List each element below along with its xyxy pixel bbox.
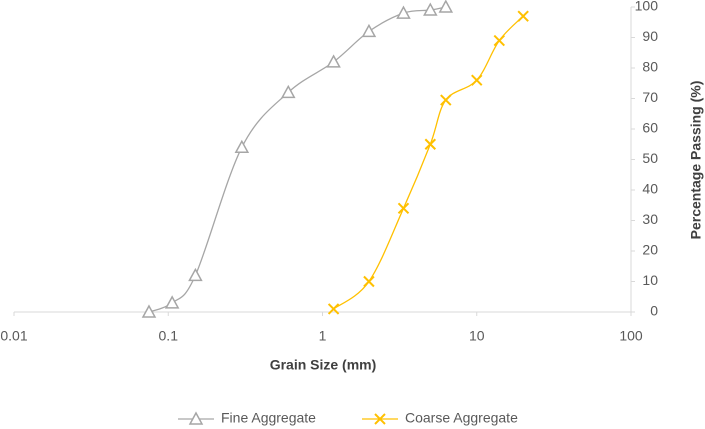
y-tick-label: 80 bbox=[642, 59, 658, 75]
marker bbox=[281, 84, 296, 99]
y-tick-label: 10 bbox=[642, 272, 658, 288]
y-tick-label: 70 bbox=[642, 89, 658, 105]
marker bbox=[396, 5, 411, 19]
y-tick-label: 20 bbox=[642, 242, 658, 258]
marker bbox=[438, 0, 454, 13]
y-tick-label: 40 bbox=[642, 181, 658, 197]
marker bbox=[141, 304, 157, 318]
marker bbox=[361, 23, 377, 38]
marker bbox=[440, 94, 452, 106]
marker bbox=[471, 74, 483, 86]
y-axis-title: Percentage Passing (%) bbox=[688, 81, 704, 240]
marker bbox=[424, 138, 437, 150]
x-tick-label: 0.01 bbox=[0, 328, 27, 344]
x-tick-label: 0.1 bbox=[159, 328, 179, 344]
marker bbox=[397, 202, 410, 215]
marker bbox=[423, 2, 438, 16]
x-tick-label: 10 bbox=[469, 328, 485, 344]
legend-marker bbox=[188, 411, 204, 425]
x-tick-label: 100 bbox=[619, 328, 643, 344]
marker bbox=[517, 10, 529, 22]
marker bbox=[188, 267, 203, 282]
marker bbox=[164, 295, 180, 309]
y-tick-label: 90 bbox=[642, 28, 658, 44]
marker bbox=[327, 303, 340, 315]
marker bbox=[326, 54, 341, 68]
marker bbox=[234, 139, 250, 154]
legend-label: Fine Aggregate bbox=[221, 410, 316, 426]
y-tick-label: 30 bbox=[642, 211, 658, 227]
legend-marker bbox=[374, 413, 386, 425]
y-tick-label: 50 bbox=[642, 150, 658, 166]
y-tick-label: 0 bbox=[650, 303, 658, 319]
series-line bbox=[333, 15, 524, 310]
series-line bbox=[148, 6, 446, 313]
x-tick-label: 1 bbox=[319, 328, 327, 344]
marker bbox=[493, 34, 505, 47]
y-tick-label: 100 bbox=[635, 0, 659, 14]
y-tick-label: 60 bbox=[642, 120, 658, 136]
legend-label: Coarse Aggregate bbox=[405, 410, 518, 426]
x-axis-title: Grain Size (mm) bbox=[270, 357, 377, 373]
marker bbox=[363, 275, 375, 288]
